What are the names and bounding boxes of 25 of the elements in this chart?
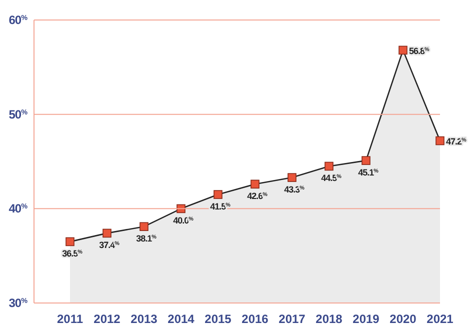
x-tick-label: 2011 xyxy=(56,312,84,326)
data-label: 43.3$^{%}$ xyxy=(284,184,305,195)
data-label: 56.8$^{%}$ xyxy=(409,46,430,56)
y-tick-label: 30$^{%}$ xyxy=(8,296,28,310)
data-label: 45.1$^{%}$ xyxy=(358,168,379,178)
x-tick-label: 2018 xyxy=(316,312,343,326)
x-tick-label: 2014 xyxy=(168,312,195,326)
x-tick-label: 2016 xyxy=(242,312,269,326)
x-tick-label: 2017 xyxy=(278,312,306,326)
x-tick-label: 2019 xyxy=(352,312,380,326)
y-tick-label: 60$^{%}$ xyxy=(8,12,28,27)
data-label: 36.5$^{%}$ xyxy=(62,248,83,259)
x-tick-label: 2020 xyxy=(390,312,417,326)
y-tick-label: 50$^{%}$ xyxy=(8,106,28,122)
y-tick-label: 40$^{%}$ xyxy=(8,201,28,216)
data-label: 37.4$^{%}$ xyxy=(99,240,120,250)
x-tick-label: 2015 xyxy=(204,312,232,326)
data-label: 38.1$^{%}$ xyxy=(136,234,157,244)
data-label: 44.5$^{%}$ xyxy=(321,173,342,184)
data-label: 41.5$^{%}$ xyxy=(210,202,231,212)
data-label: 40.0$^{%}$ xyxy=(173,216,194,226)
data-label: 42.6$^{%}$ xyxy=(247,191,268,202)
x-tick-label: 2012 xyxy=(94,312,121,326)
x-tick-label: 2013 xyxy=(130,312,158,326)
x-tick-label: 2021 xyxy=(426,312,454,326)
